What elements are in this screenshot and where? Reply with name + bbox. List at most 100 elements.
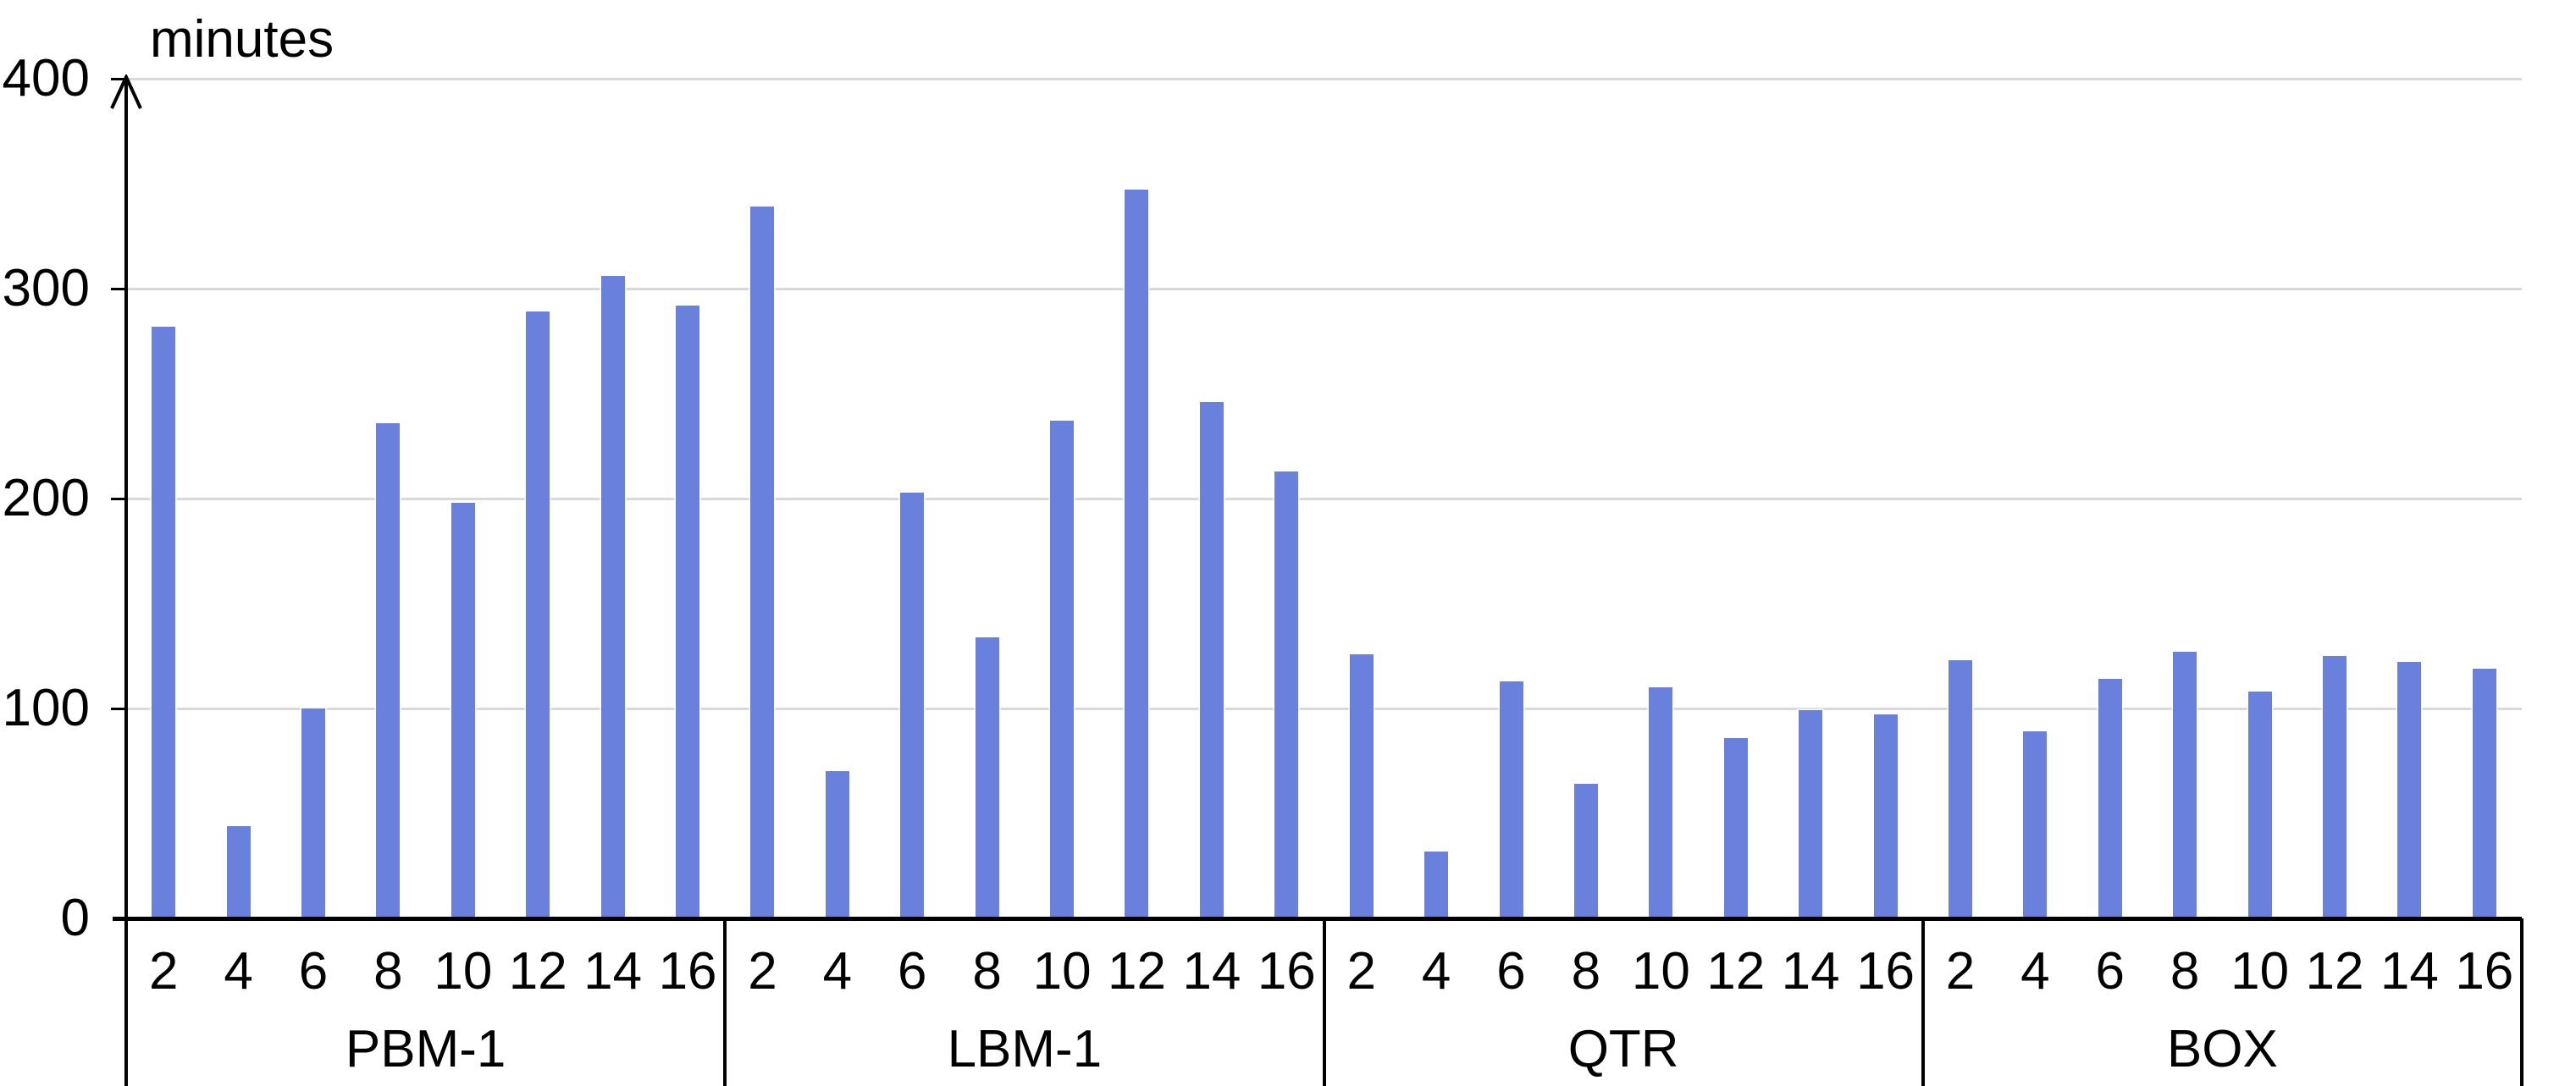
y-axis-label-200: 200	[2, 469, 90, 527]
group-divider	[1921, 918, 1925, 1086]
x-tick-label: 2	[148, 942, 179, 1001]
y-axis-label-100: 100	[2, 679, 90, 737]
x-tick-label: 12	[1108, 942, 1166, 1001]
x-tick-label: 14	[1182, 942, 1241, 1001]
bar-slot	[1324, 79, 1399, 918]
bar-BOX-8	[2173, 652, 2197, 918]
bar-slot	[1549, 79, 1623, 918]
bar-QTR-4	[1424, 851, 1449, 918]
bar-slot	[1399, 79, 1473, 918]
bar-slot	[2372, 79, 2446, 918]
x-tick-label: 8	[972, 942, 1002, 1001]
bar-QTR-10	[1649, 687, 1673, 918]
bar-BOX-10	[2247, 692, 2272, 918]
bar-PBM-1-8	[376, 422, 401, 918]
bar-QTR-2	[1349, 653, 1374, 918]
bar-slot	[126, 79, 201, 918]
gridline-400	[126, 77, 2522, 80]
x-tick-label: 6	[298, 942, 329, 1001]
x-tick-label: 4	[1421, 942, 1451, 1001]
x-tick-label: 16	[1257, 942, 1316, 1001]
x-tick-label: 4	[224, 942, 253, 1001]
bar-slot	[1025, 79, 1099, 918]
bar-BOX-4	[2023, 731, 2048, 918]
x-tick-label: 2	[748, 942, 777, 1001]
group-label-PBM-1: PBM-1	[345, 1020, 506, 1078]
x-tick-label: 8	[1571, 942, 1601, 1001]
group-label-row: PBM-1 LBM-1 QTR BOX	[126, 1018, 2522, 1086]
x-tick-label: 2	[1945, 942, 1976, 1001]
bar-slot	[1249, 79, 1324, 918]
y-axis-tick-100	[111, 707, 126, 710]
bar-LBM-1-6	[900, 492, 925, 918]
gridline-300	[126, 287, 2522, 290]
bar-slot	[1623, 79, 1698, 918]
y-axis-label-300: 300	[2, 259, 90, 317]
bar-slot	[575, 79, 650, 918]
x-tick-label: 10	[434, 942, 493, 1001]
bar-slot	[1848, 79, 1922, 918]
x-tick-label: 6	[2095, 942, 2125, 1001]
x-tick-label: 10	[1032, 942, 1092, 1001]
y-axis-label-0: 0	[60, 889, 90, 947]
bar-QTR-6	[1499, 681, 1523, 918]
bar-BOX-16	[2472, 668, 2496, 918]
bar-slot	[1923, 79, 1998, 918]
x-tick-label: 10	[1631, 942, 1690, 1001]
bar-slot	[500, 79, 575, 918]
gridline-200	[126, 497, 2522, 500]
bar-LBM-1-4	[825, 771, 849, 918]
bar-slot	[949, 79, 1024, 918]
bar-PBM-1-16	[676, 305, 700, 918]
group-label-QTR: QTR	[1567, 1020, 1679, 1078]
x-tick-label: 12	[2305, 942, 2364, 1001]
bar-slot	[875, 79, 949, 918]
x-tick-label: 4	[822, 942, 853, 1001]
bar-PBM-1-2	[152, 326, 176, 918]
bar-LBM-1-2	[750, 207, 775, 918]
y-axis-title: minutes	[150, 10, 334, 69]
x-tick-label: 6	[1496, 942, 1526, 1001]
bar-BOX-2	[1948, 659, 1972, 918]
bar-slot	[1773, 79, 1848, 918]
bar-slot	[1099, 79, 1174, 918]
plot-area	[126, 79, 2522, 918]
x-tick-label: 14	[1781, 942, 1840, 1001]
bar-PBM-1-4	[226, 825, 251, 918]
bar-slot	[2222, 79, 2297, 918]
y-axis-arrow-icon	[110, 74, 142, 109]
bar-PBM-1-6	[301, 708, 326, 918]
bar-slot	[1998, 79, 2072, 918]
group-divider	[723, 918, 727, 1086]
bar-slot	[725, 79, 799, 918]
bar-slot	[650, 79, 725, 918]
bar-slot	[276, 79, 351, 918]
bar-BOX-6	[2098, 679, 2122, 918]
x-axis-line	[113, 917, 2522, 921]
bar-PBM-1-12	[526, 311, 550, 918]
bar-LBM-1-8	[975, 637, 999, 918]
y-axis-tick-200	[111, 497, 126, 500]
bar-slot	[1699, 79, 1773, 918]
bar-slot	[351, 79, 425, 918]
bar-slot	[426, 79, 500, 918]
bar-LBM-1-14	[1199, 401, 1224, 918]
x-tick-label: 16	[658, 942, 717, 1001]
bar-PBM-1-14	[600, 276, 625, 918]
x-tick-label: 12	[508, 942, 567, 1001]
bar-QTR-12	[1723, 737, 1748, 918]
x-tick-label: 8	[373, 942, 403, 1001]
x-tick-label-row: 2 4 6 8 10 12 14 16 2 4 6 8 10 12 14 16 2 4 6 8 10 12 14 16 2 4 6 8…	[126, 934, 2522, 1010]
y-axis-tick-300	[111, 287, 126, 290]
group-divider	[1322, 918, 1326, 1086]
x-tick-label: 4	[2020, 942, 2050, 1001]
bar-QTR-8	[1573, 784, 1598, 918]
x-tick-label: 6	[898, 942, 927, 1001]
bar-BOX-14	[2397, 662, 2422, 918]
bar-QTR-16	[1873, 714, 1898, 918]
x-tick-label: 10	[2231, 942, 2290, 1001]
x-tick-label: 14	[583, 942, 643, 1001]
bar-slot	[800, 79, 875, 918]
bar-QTR-14	[1799, 710, 1823, 918]
